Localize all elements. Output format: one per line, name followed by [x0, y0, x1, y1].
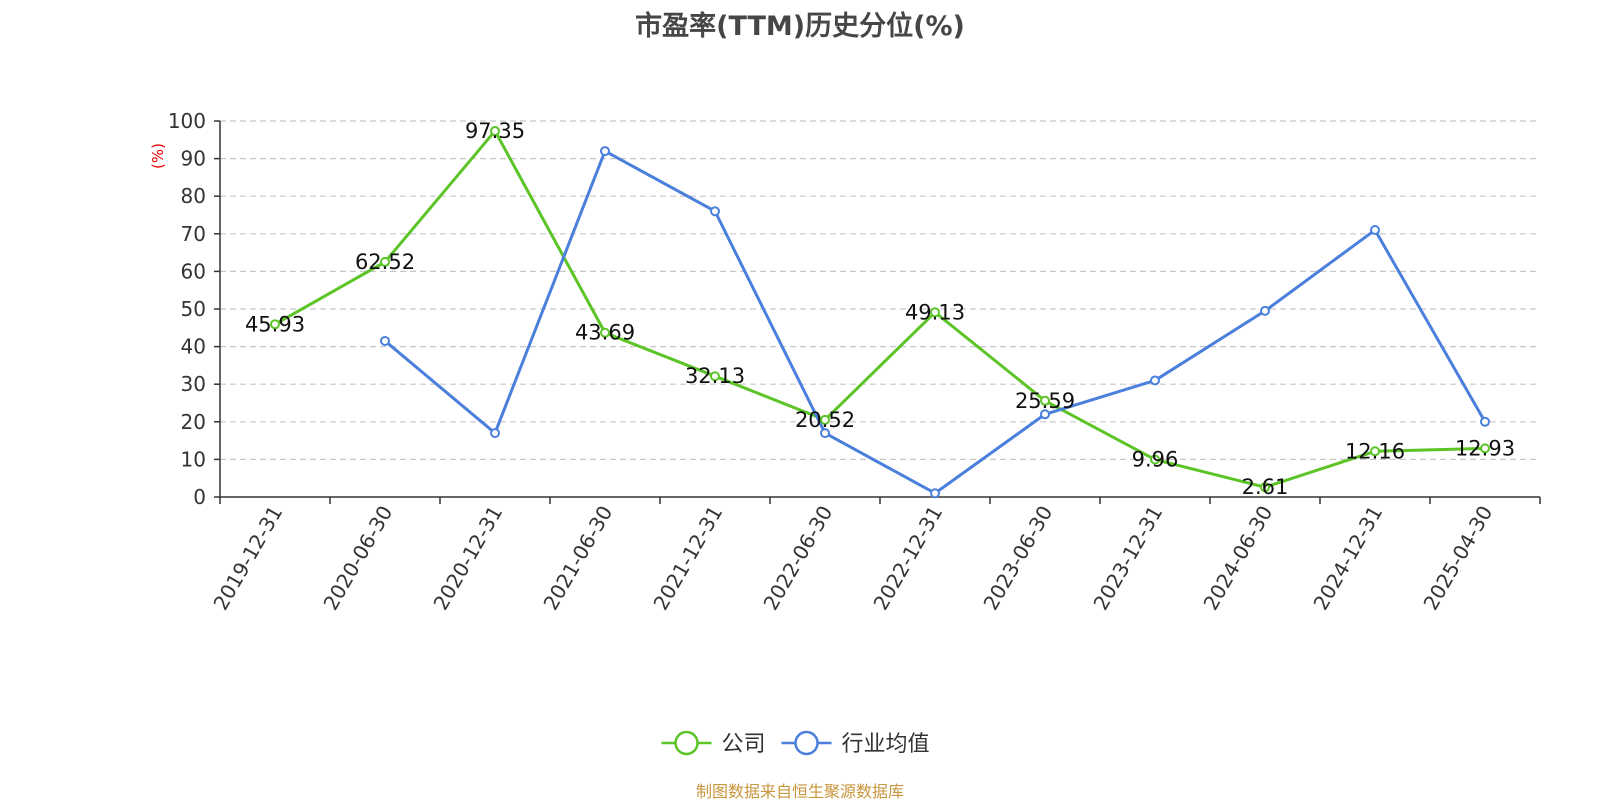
data-point: [380, 256, 390, 267]
y-tick-label: 90: [181, 147, 206, 171]
y-tick-label: 70: [181, 222, 206, 246]
data-point: [600, 327, 610, 338]
data-label: 45.93: [245, 312, 305, 336]
legend-item[interactable]: 公司: [661, 730, 766, 757]
y-tick-label: 100: [168, 109, 206, 133]
x-tick-label: 2021-12-31: [648, 502, 727, 615]
chart-title: 市盈率(TTM)历史分位(%): [635, 11, 965, 42]
x-tick-label: 2024-06-30: [1198, 502, 1277, 615]
legend-label: 公司: [722, 732, 766, 757]
data-point: [1370, 446, 1380, 457]
data-label: 97.35: [465, 119, 525, 143]
data-label: 32.13: [685, 364, 745, 388]
x-tick-label: 2025-04-30: [1418, 502, 1497, 615]
legend: 公司 行业均值: [661, 730, 930, 757]
y-tick-label: 10: [181, 447, 206, 471]
data-label: 49.13: [905, 300, 965, 324]
data-point: [930, 307, 940, 318]
x-tick-label: 2023-12-31: [1088, 502, 1167, 615]
axes: 0 10 20 30 40 50 60 70 80 90 100(%) 2019-12-31 2020-…: [149, 109, 1541, 615]
data-label: 2.61: [1242, 475, 1289, 499]
data-point: [1040, 409, 1050, 420]
data-points: [270, 125, 1490, 499]
legend-marker-icon: [674, 730, 699, 756]
data-label: 25.59: [1015, 389, 1075, 413]
legend-item[interactable]: 行业均值: [781, 730, 930, 757]
data-point: [1150, 454, 1160, 465]
data-label: 43.69: [575, 321, 635, 345]
grid-lines: [220, 120, 1540, 460]
x-tick-label: 2020-12-31: [428, 502, 507, 615]
y-tick-label: 60: [181, 259, 206, 283]
y-tick-label: 50: [181, 297, 206, 321]
data-labels: 45.93 62.52 97.35 43.69 32.13 20.52 49.13 25.59…: [245, 119, 1515, 499]
legend-marker-icon: [794, 730, 819, 756]
data-source-note: 制图数据来自恒生聚源数据库: [695, 782, 904, 801]
data-label: 62.52: [355, 250, 415, 274]
data-point: [1370, 225, 1380, 236]
y-tick-label: 30: [181, 372, 206, 396]
data-point: [820, 414, 830, 425]
x-tick-label: 2019-12-31: [208, 502, 287, 615]
data-point: [380, 335, 390, 346]
data-point: [600, 146, 610, 157]
y-tick-label: 20: [181, 410, 206, 434]
data-point: [490, 125, 500, 136]
data-label: 12.93: [1455, 436, 1515, 460]
series-lines: [274, 129, 1487, 495]
data-point: [820, 428, 830, 439]
y-tick-label: 80: [181, 184, 206, 208]
x-tick-label: 2023-06-30: [978, 502, 1057, 615]
data-point: [270, 319, 280, 330]
data-label: 20.52: [795, 408, 855, 432]
data-point: [1480, 443, 1490, 454]
y-axis-label: (%): [149, 143, 167, 169]
y-tick-label: 0: [193, 485, 206, 509]
x-tick-label: 2020-06-30: [318, 502, 397, 615]
y-tick-label: 40: [181, 335, 206, 359]
x-tick-label: 2024-12-31: [1308, 502, 1387, 615]
data-point: [1260, 305, 1270, 316]
series-line: [274, 129, 1486, 489]
x-tick-label: 2021-06-30: [538, 502, 617, 615]
data-point: [1040, 395, 1050, 406]
x-tick-label: 2022-12-31: [868, 502, 947, 615]
data-label: 9.96: [1132, 448, 1179, 472]
data-label: 12.16: [1345, 439, 1405, 463]
data-point: [710, 371, 720, 382]
data-point: [1260, 482, 1270, 493]
x-tick-label: 2022-06-30: [758, 502, 837, 615]
data-point: [1480, 416, 1490, 427]
legend-label: 行业均值: [842, 732, 930, 757]
data-point: [930, 488, 940, 499]
data-point: [1150, 375, 1160, 386]
data-point: [710, 206, 720, 217]
data-point: [490, 428, 500, 439]
